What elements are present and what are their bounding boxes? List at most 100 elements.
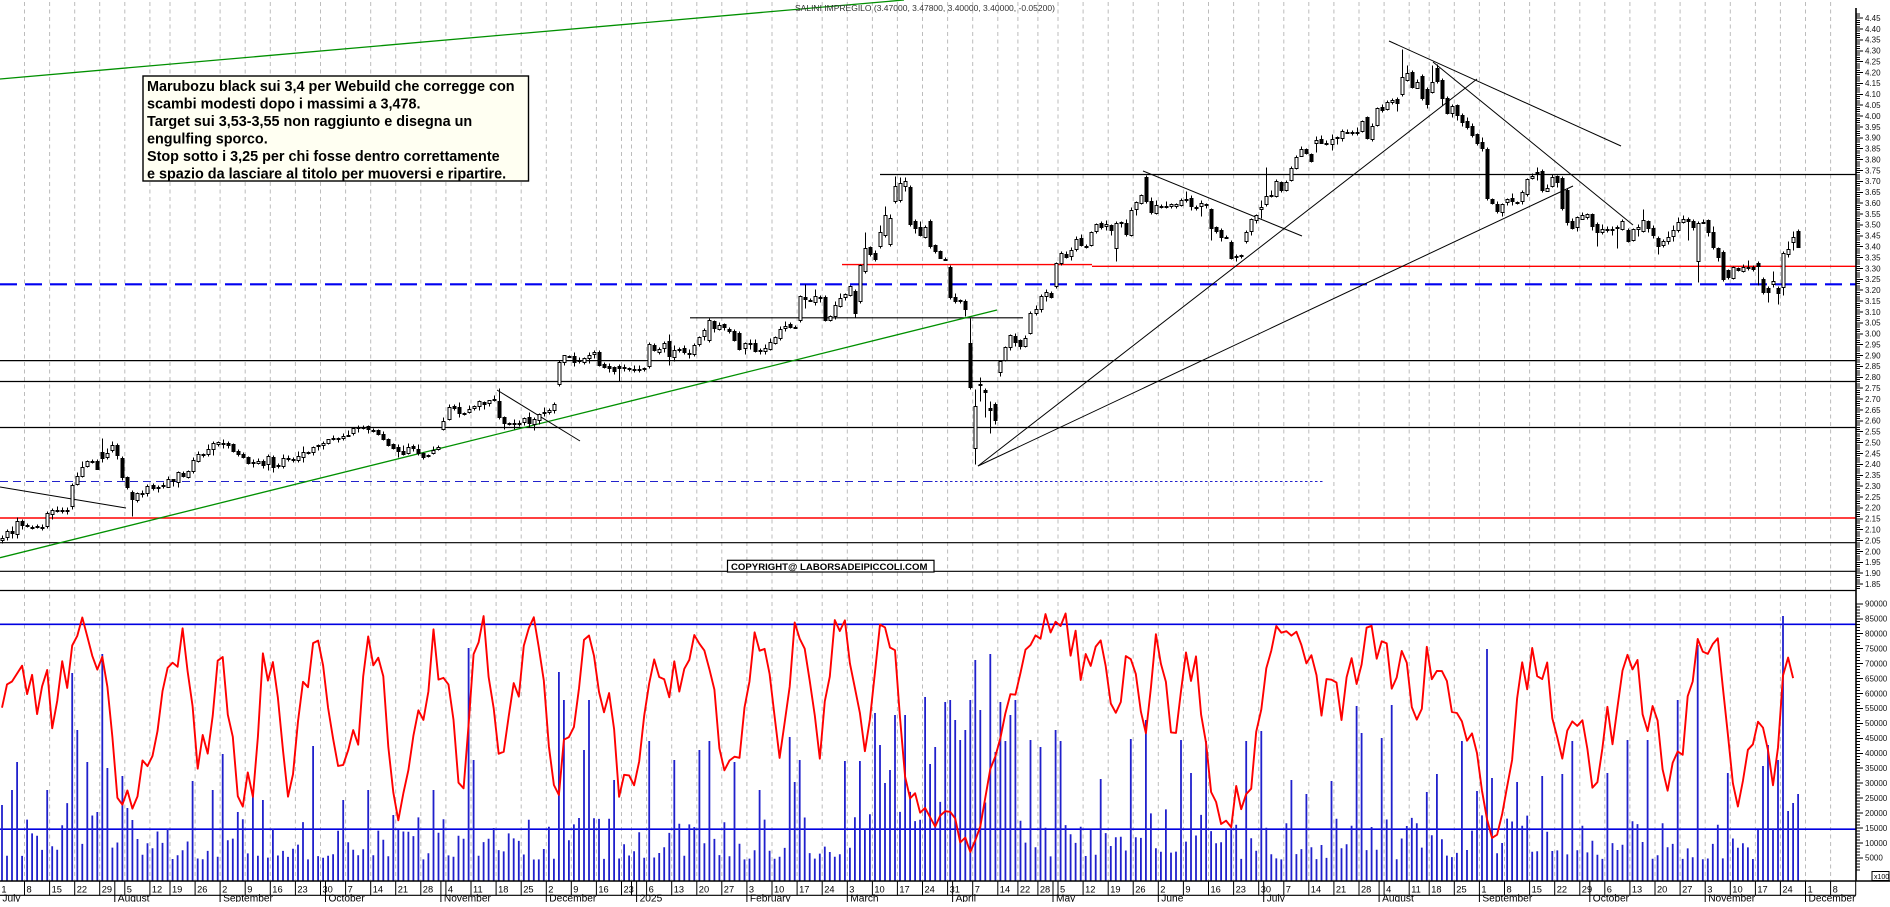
svg-text:13: 13 xyxy=(1632,885,1642,895)
svg-text:3: 3 xyxy=(749,885,754,895)
svg-text:1: 1 xyxy=(1,885,6,895)
svg-text:scambi modesti dopo i massimi: scambi modesti dopo i massimi a 3,478. xyxy=(147,97,421,113)
svg-text:55000: 55000 xyxy=(1865,704,1888,713)
svg-text:25: 25 xyxy=(1456,885,1466,895)
svg-text:4.25: 4.25 xyxy=(1865,58,1881,67)
svg-text:3.10: 3.10 xyxy=(1865,308,1881,317)
svg-text:November: November xyxy=(1708,893,1756,902)
svg-text:10000: 10000 xyxy=(1865,839,1888,848)
svg-text:3.80: 3.80 xyxy=(1865,155,1881,164)
svg-text:2.10: 2.10 xyxy=(1865,526,1881,535)
svg-text:3.90: 3.90 xyxy=(1865,134,1881,143)
svg-text:26: 26 xyxy=(197,885,207,895)
svg-text:27: 27 xyxy=(724,885,734,895)
svg-text:2.65: 2.65 xyxy=(1865,406,1881,415)
svg-text:2.45: 2.45 xyxy=(1865,449,1881,458)
svg-text:August: August xyxy=(1382,893,1414,902)
svg-text:4.35: 4.35 xyxy=(1865,36,1881,45)
svg-text:SALINI IMPREGILO (3.47000, 3.4: SALINI IMPREGILO (3.47000, 3.47800, 3.40… xyxy=(795,3,1055,13)
svg-text:1: 1 xyxy=(1481,885,1486,895)
svg-text:75000: 75000 xyxy=(1865,644,1888,653)
svg-text:22: 22 xyxy=(1020,885,1030,895)
svg-text:25000: 25000 xyxy=(1865,794,1888,803)
svg-text:23: 23 xyxy=(1236,885,1246,895)
svg-text:1.90: 1.90 xyxy=(1865,569,1881,578)
svg-text:Marubozu black sui 3,4 per Web: Marubozu black sui 3,4 per Webuild che c… xyxy=(147,79,515,95)
svg-text:Target sui 3,53-3,55 non raggi: Target sui 3,53-3,55 non raggiunto e dis… xyxy=(147,114,472,130)
svg-text:17: 17 xyxy=(1757,885,1767,895)
svg-text:3.30: 3.30 xyxy=(1865,264,1881,273)
svg-text:13: 13 xyxy=(674,885,684,895)
svg-text:3.45: 3.45 xyxy=(1865,232,1881,241)
svg-text:Stop sotto i 3,25 per chi foss: Stop sotto i 3,25 per chi fosse dentro c… xyxy=(147,149,500,165)
svg-text:March: March xyxy=(850,893,878,902)
svg-text:29: 29 xyxy=(102,885,112,895)
svg-text:February: February xyxy=(750,893,792,902)
svg-text:22: 22 xyxy=(77,885,87,895)
svg-text:2.95: 2.95 xyxy=(1865,341,1881,350)
svg-text:4.20: 4.20 xyxy=(1865,68,1881,77)
svg-text:engulfing sporco.: engulfing sporco. xyxy=(147,132,268,148)
svg-text:3.60: 3.60 xyxy=(1865,199,1881,208)
svg-text:3.85: 3.85 xyxy=(1865,145,1881,154)
svg-text:16: 16 xyxy=(598,885,608,895)
svg-text:1.95: 1.95 xyxy=(1865,558,1881,567)
svg-text:21: 21 xyxy=(398,885,408,895)
svg-text:28: 28 xyxy=(1040,885,1050,895)
svg-text:30000: 30000 xyxy=(1865,779,1888,788)
svg-text:4.00: 4.00 xyxy=(1865,112,1881,121)
svg-text:12: 12 xyxy=(1085,885,1095,895)
svg-text:27: 27 xyxy=(1682,885,1692,895)
svg-text:August: August xyxy=(118,893,150,902)
svg-text:15: 15 xyxy=(52,885,62,895)
svg-text:4.30: 4.30 xyxy=(1865,47,1881,56)
svg-text:16: 16 xyxy=(272,885,282,895)
svg-text:18: 18 xyxy=(1431,885,1441,895)
svg-text:2.55: 2.55 xyxy=(1865,428,1881,437)
svg-text:35000: 35000 xyxy=(1865,764,1888,773)
svg-text:4.45: 4.45 xyxy=(1865,14,1881,23)
svg-text:12: 12 xyxy=(152,885,162,895)
svg-text:COPYRIGHT@ LABORSADEIPICCOLI.C: COPYRIGHT@ LABORSADEIPICCOLI.COM xyxy=(731,562,927,573)
svg-text:3.70: 3.70 xyxy=(1865,177,1881,186)
svg-text:3.95: 3.95 xyxy=(1865,123,1881,132)
svg-text:7: 7 xyxy=(1286,885,1291,895)
svg-text:June: June xyxy=(1161,893,1183,902)
svg-text:2: 2 xyxy=(1160,885,1165,895)
svg-text:20: 20 xyxy=(1657,885,1667,895)
svg-text:1: 1 xyxy=(1808,885,1813,895)
svg-text:3.35: 3.35 xyxy=(1865,253,1881,262)
svg-text:14: 14 xyxy=(1311,885,1321,895)
svg-text:11: 11 xyxy=(473,885,483,895)
svg-text:3: 3 xyxy=(849,885,854,895)
svg-text:3.40: 3.40 xyxy=(1865,243,1881,252)
svg-text:2.05: 2.05 xyxy=(1865,536,1881,545)
svg-text:28: 28 xyxy=(1361,885,1371,895)
svg-text:15: 15 xyxy=(1532,885,1542,895)
svg-text:September: September xyxy=(1482,893,1532,902)
svg-text:8: 8 xyxy=(27,885,32,895)
svg-text:8: 8 xyxy=(1833,885,1838,895)
svg-text:90000: 90000 xyxy=(1865,600,1888,609)
svg-text:October: October xyxy=(329,893,366,902)
svg-text:7: 7 xyxy=(348,885,353,895)
svg-text:1.85: 1.85 xyxy=(1865,580,1881,589)
svg-text:3.50: 3.50 xyxy=(1865,221,1881,230)
svg-text:17: 17 xyxy=(799,885,809,895)
svg-text:9: 9 xyxy=(247,885,252,895)
svg-text:November: November xyxy=(444,893,492,902)
svg-text:2.90: 2.90 xyxy=(1865,351,1881,360)
svg-text:19: 19 xyxy=(1110,885,1120,895)
svg-text:5: 5 xyxy=(127,885,132,895)
svg-text:3.15: 3.15 xyxy=(1865,297,1881,306)
svg-text:2.60: 2.60 xyxy=(1865,417,1881,426)
svg-text:3.05: 3.05 xyxy=(1865,319,1881,328)
svg-text:3.65: 3.65 xyxy=(1865,188,1881,197)
svg-text:2: 2 xyxy=(548,885,553,895)
svg-text:10: 10 xyxy=(1732,885,1742,895)
svg-text:9: 9 xyxy=(573,885,578,895)
svg-text:6: 6 xyxy=(649,885,654,895)
svg-text:14: 14 xyxy=(373,885,383,895)
svg-text:July: July xyxy=(2,893,21,902)
svg-text:3.20: 3.20 xyxy=(1865,286,1881,295)
